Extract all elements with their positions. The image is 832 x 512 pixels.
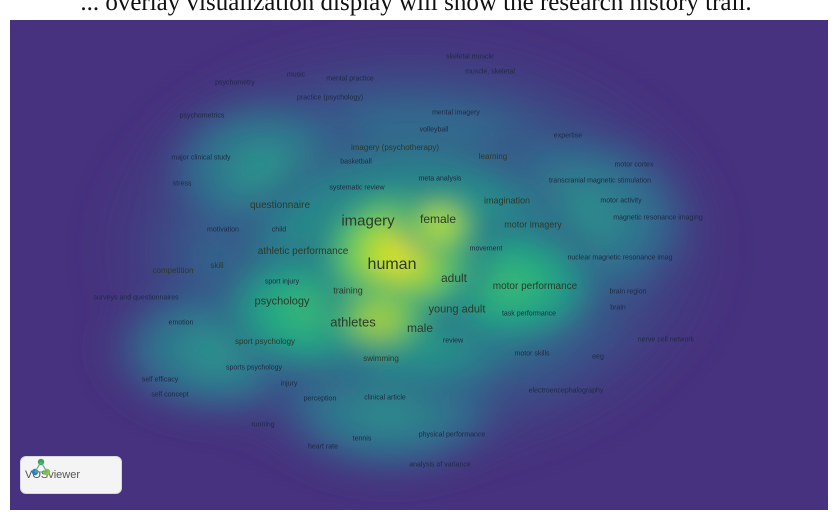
term-label[interactable]: review xyxy=(442,337,464,345)
term-label[interactable]: movement xyxy=(469,245,503,253)
term-label[interactable]: imagery (psychotherapy) xyxy=(350,143,440,152)
term-label[interactable]: sports psychology xyxy=(225,364,283,372)
term-label[interactable]: surveys and questionnaires xyxy=(93,294,179,302)
term-label[interactable]: motor activity xyxy=(600,197,642,205)
term-label[interactable]: practice (psychology) xyxy=(296,94,364,102)
term-label[interactable]: motor skills xyxy=(514,350,550,358)
term-label[interactable]: running xyxy=(251,421,275,429)
term-label[interactable]: learning xyxy=(478,152,508,161)
term-label[interactable]: skill xyxy=(210,261,224,270)
term-label[interactable]: self concept xyxy=(151,391,189,399)
term-label[interactable]: psychology xyxy=(254,295,310,308)
term-label[interactable]: heart rate xyxy=(308,443,338,451)
term-label[interactable]: stress xyxy=(172,180,192,188)
term-label[interactable]: expertise xyxy=(553,132,583,140)
term-label[interactable]: analysis of variance xyxy=(409,461,471,469)
term-label[interactable]: sport psychology xyxy=(234,337,296,346)
vosviewer-badge: VOSviewer xyxy=(20,456,122,494)
term-label[interactable]: male xyxy=(406,321,434,335)
term-label[interactable]: psychometry xyxy=(215,79,255,87)
term-label[interactable]: brain region xyxy=(609,288,647,296)
term-label[interactable]: young adult xyxy=(428,303,486,316)
vosviewer-logo-icon xyxy=(31,458,51,476)
density-heatmap xyxy=(80,20,740,490)
term-label[interactable]: self efficacy xyxy=(141,376,179,384)
term-label[interactable]: questionnaire xyxy=(249,200,311,211)
term-label[interactable]: task performance xyxy=(501,310,557,318)
term-label[interactable]: competition xyxy=(152,266,194,275)
term-label[interactable]: motor performance xyxy=(492,281,578,292)
term-label[interactable]: motor cortex xyxy=(614,161,654,169)
term-label[interactable]: mental practice xyxy=(326,75,374,83)
density-map[interactable]: skeletal muscle muscle, skeletal psychomet… xyxy=(10,20,828,510)
term-label[interactable]: nerve cell network xyxy=(637,336,695,344)
term-label[interactable]: skeletal muscle xyxy=(446,53,494,61)
term-label[interactable]: systematic review xyxy=(329,184,385,192)
term-label[interactable]: nuclear magnetic resonance imag xyxy=(567,254,673,262)
term-label[interactable]: female xyxy=(419,212,457,226)
term-label[interactable]: electroencephalography xyxy=(528,387,604,395)
term-label[interactable]: basketball xyxy=(340,158,372,166)
term-label[interactable]: training xyxy=(333,285,363,296)
term-label[interactable]: magnetic resonance imaging xyxy=(613,214,703,222)
term-label[interactable]: major clinical study xyxy=(171,154,231,162)
term-label[interactable]: injury xyxy=(280,380,298,388)
term-label[interactable]: child xyxy=(271,226,287,234)
term-label[interactable]: perception xyxy=(303,395,337,403)
term-label[interactable]: mental imagery xyxy=(432,109,480,117)
term-label[interactable]: sport injury xyxy=(264,278,300,286)
document-caption: ... overlay visualization display will s… xyxy=(80,0,752,16)
term-label[interactable]: meta analysis xyxy=(418,175,462,183)
term-label[interactable]: motivation xyxy=(207,226,239,234)
term-label[interactable]: motor imagery xyxy=(504,219,562,230)
term-label[interactable]: tennis xyxy=(352,435,372,443)
term-label[interactable]: volleyball xyxy=(419,126,449,134)
term-label[interactable]: eeg xyxy=(592,353,604,361)
term-label[interactable]: imagination xyxy=(483,195,531,206)
term-label[interactable]: brain xyxy=(610,304,626,312)
term-label[interactable]: human xyxy=(367,256,417,273)
term-label[interactable]: clinical article xyxy=(364,394,406,402)
term-label[interactable]: swimming xyxy=(363,354,399,363)
term-label[interactable]: emotion xyxy=(168,319,194,327)
term-label[interactable]: psychometrics xyxy=(179,112,225,120)
term-label[interactable]: muscle, skeletal xyxy=(465,68,515,76)
term-label[interactable]: athletic performance xyxy=(257,246,349,257)
term-label[interactable]: imagery xyxy=(341,212,395,230)
term-label[interactable]: transcranial magnetic stimulation xyxy=(549,177,651,185)
term-label[interactable]: physical performance xyxy=(418,431,486,439)
term-label[interactable]: adult xyxy=(440,271,468,285)
term-label[interactable]: music xyxy=(286,71,306,79)
term-label[interactable]: athletes xyxy=(330,314,376,330)
